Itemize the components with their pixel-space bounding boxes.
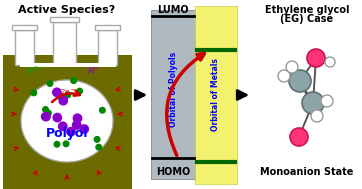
Circle shape bbox=[43, 107, 48, 112]
Circle shape bbox=[307, 49, 325, 67]
FancyArrowPatch shape bbox=[237, 91, 246, 99]
Circle shape bbox=[47, 81, 53, 86]
Text: HOMO: HOMO bbox=[156, 167, 190, 177]
Circle shape bbox=[286, 61, 298, 73]
Circle shape bbox=[53, 113, 62, 122]
Text: Orbital of Polyols: Orbital of Polyols bbox=[168, 51, 177, 127]
Circle shape bbox=[73, 114, 82, 122]
Circle shape bbox=[59, 122, 67, 130]
Circle shape bbox=[80, 125, 88, 133]
Text: Orbital of Metals: Orbital of Metals bbox=[211, 59, 220, 131]
Circle shape bbox=[311, 110, 323, 122]
Circle shape bbox=[41, 114, 47, 119]
Text: Active Species?: Active Species? bbox=[18, 5, 115, 15]
Circle shape bbox=[278, 70, 290, 82]
Bar bbox=[151, 10, 195, 179]
Text: $M^o$: $M^o$ bbox=[87, 66, 99, 77]
Text: LUMO: LUMO bbox=[157, 5, 189, 15]
Text: $M^{2+}$: $M^{2+}$ bbox=[26, 65, 44, 77]
Circle shape bbox=[54, 141, 60, 147]
Circle shape bbox=[63, 141, 69, 147]
Bar bbox=[20, 63, 116, 67]
FancyArrowPatch shape bbox=[167, 53, 205, 156]
Ellipse shape bbox=[21, 80, 113, 162]
Bar bbox=[12, 25, 37, 30]
Text: Ethylene glycol: Ethylene glycol bbox=[265, 5, 349, 15]
Circle shape bbox=[72, 121, 81, 129]
Circle shape bbox=[59, 94, 64, 100]
Bar bbox=[15, 30, 34, 65]
Circle shape bbox=[31, 90, 37, 96]
Bar bbox=[3, 55, 132, 189]
Bar bbox=[53, 22, 76, 65]
Circle shape bbox=[65, 92, 71, 98]
Circle shape bbox=[71, 78, 76, 83]
Circle shape bbox=[53, 88, 61, 97]
FancyArrowPatch shape bbox=[135, 91, 144, 99]
Circle shape bbox=[302, 92, 324, 114]
Circle shape bbox=[325, 57, 335, 67]
Circle shape bbox=[94, 137, 100, 142]
Circle shape bbox=[67, 127, 75, 136]
Text: Monoanion State: Monoanion State bbox=[260, 167, 354, 177]
Bar bbox=[50, 17, 79, 22]
Bar bbox=[98, 30, 117, 65]
Text: $2e^-$: $2e^-$ bbox=[60, 87, 76, 95]
Circle shape bbox=[289, 70, 311, 92]
Ellipse shape bbox=[22, 81, 112, 161]
Text: Polyol: Polyol bbox=[46, 128, 88, 140]
Bar bbox=[95, 25, 120, 30]
Circle shape bbox=[46, 110, 51, 116]
Circle shape bbox=[290, 128, 308, 146]
Circle shape bbox=[42, 112, 50, 121]
Circle shape bbox=[59, 96, 67, 105]
Circle shape bbox=[77, 88, 83, 94]
Circle shape bbox=[100, 107, 105, 113]
Circle shape bbox=[321, 95, 333, 107]
Text: (EG) Case: (EG) Case bbox=[281, 14, 333, 24]
Circle shape bbox=[96, 144, 102, 150]
Bar bbox=[195, 6, 237, 184]
